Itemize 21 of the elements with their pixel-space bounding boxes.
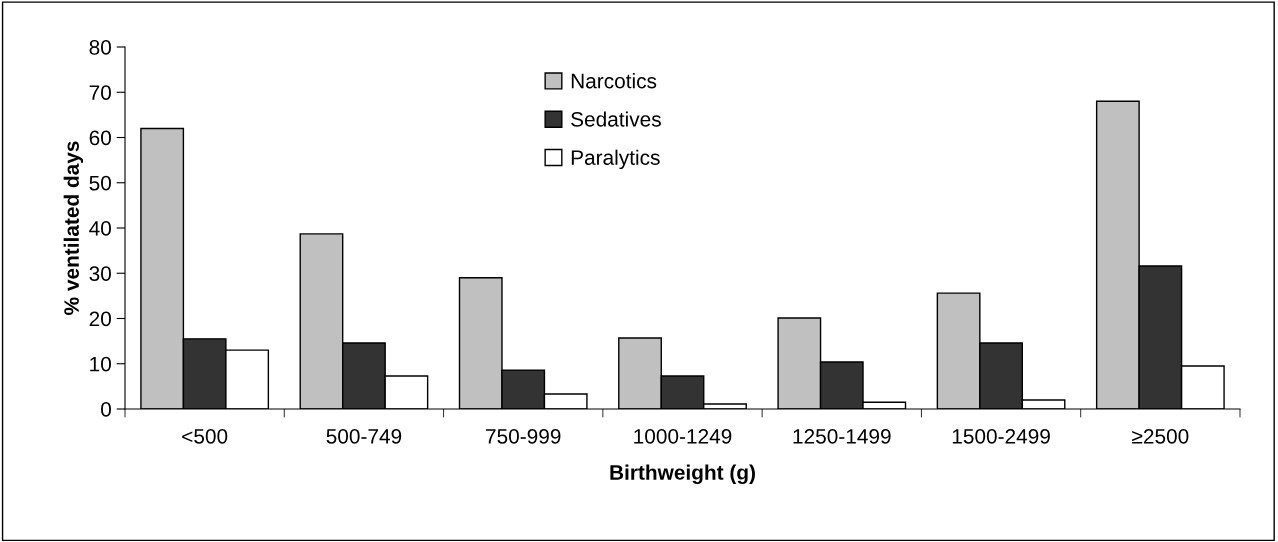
x-tick-label: 1500-2499 xyxy=(952,428,1050,444)
x-tick-label: 1000-1249 xyxy=(634,428,732,444)
legend-label: Paralytics xyxy=(571,149,660,170)
y-tick-label: 70 xyxy=(89,85,111,100)
y-tick-label: 80 xyxy=(89,40,111,55)
x-tick-label: 500-749 xyxy=(326,428,402,444)
x-tick-label: 1250-1499 xyxy=(793,428,891,444)
x-tick-label: 750-999 xyxy=(486,428,561,444)
x-tick-label: ≥2500 xyxy=(1132,428,1189,444)
y-tick-label: 30 xyxy=(89,266,111,281)
x-tick-label: <500 xyxy=(182,428,228,444)
y-tick-label: 20 xyxy=(89,311,111,327)
legend-label: Sedatives xyxy=(571,111,661,127)
y-tick-label: 60 xyxy=(89,130,111,146)
y-tick-label: 40 xyxy=(89,221,111,236)
y-tick-label: 10 xyxy=(90,356,111,372)
y-tick-label: 50 xyxy=(89,175,111,191)
y-tick-label: 0 xyxy=(101,402,111,417)
y-axis-title: % ventilated days xyxy=(63,141,84,315)
legend-label: Narcotics xyxy=(571,73,657,89)
x-axis-title: Birthweight (g) xyxy=(610,464,755,485)
